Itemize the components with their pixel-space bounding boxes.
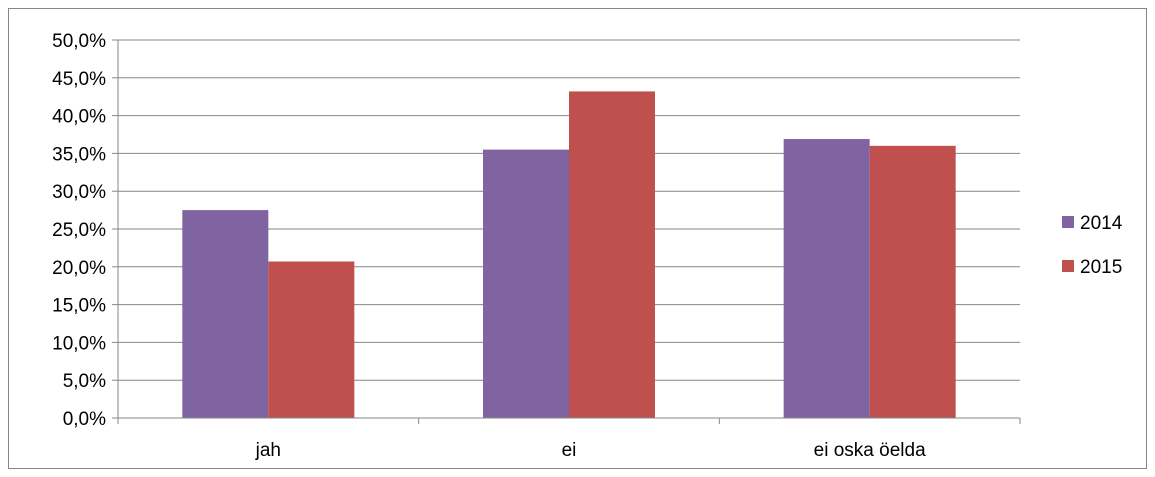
y-tick-label: 0,0% <box>63 409 106 430</box>
y-tick-label: 35,0% <box>52 144 106 165</box>
bar-2015-0 <box>268 261 355 418</box>
legend-label-2015: 2015 <box>1080 257 1122 278</box>
bar-2014-2 <box>783 139 870 418</box>
y-tick-label: 15,0% <box>52 296 106 317</box>
x-tick-label: ei <box>562 440 577 461</box>
y-tick-label: 50,0% <box>52 31 106 52</box>
x-tick-label: ei oska öelda <box>814 440 926 461</box>
y-tick-label: 5,0% <box>63 371 106 392</box>
y-tick-label: 20,0% <box>52 258 106 279</box>
y-tick-label: 25,0% <box>52 220 106 241</box>
y-tick-labels: 0,0% 5,0% 10,0% 15,0% 20,0% 25,0% 30,0% 35,0% 40… <box>52 31 106 430</box>
x-tick-label: jah <box>255 440 281 461</box>
bar-2014-1 <box>483 149 569 418</box>
legend-label-2014: 2014 <box>1080 213 1123 234</box>
axes <box>112 39 1021 424</box>
y-tick-label: 10,0% <box>52 333 106 354</box>
bar-2014-0 <box>182 210 269 418</box>
y-tick-label: 30,0% <box>52 182 106 203</box>
legend-swatch-2014 <box>1062 216 1074 228</box>
bar-2015-2 <box>869 145 956 418</box>
y-tick-label: 40,0% <box>52 107 106 128</box>
bar-2015-1 <box>569 91 655 419</box>
legend-swatch-2015 <box>1062 260 1074 272</box>
y-tick-label: 45,0% <box>52 69 106 90</box>
x-tick-labels: jah ei ei oska öelda <box>255 440 926 461</box>
bars <box>182 91 956 419</box>
legend: 2014 2015 <box>1062 213 1123 278</box>
